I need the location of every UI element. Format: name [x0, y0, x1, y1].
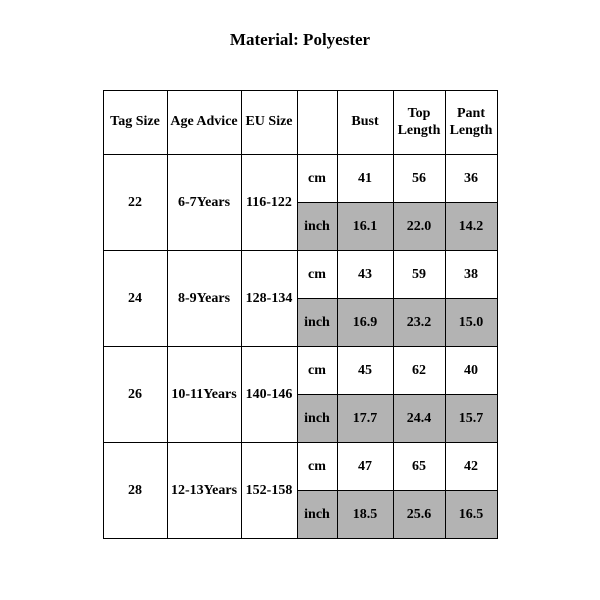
cell-top-length: 25.6	[393, 491, 445, 539]
table-row: 28 12-13Years 152-158 cm 47 65 42	[103, 443, 497, 491]
cell-tag-size: 26	[103, 347, 167, 443]
cell-bust: 17.7	[337, 395, 393, 443]
cell-unit-inch: inch	[297, 491, 337, 539]
cell-tag-size: 22	[103, 155, 167, 251]
col-top-length: TopLength	[393, 91, 445, 155]
cell-pant-length: 40	[445, 347, 497, 395]
cell-bust: 45	[337, 347, 393, 395]
cell-top-length: 23.2	[393, 299, 445, 347]
cell-unit-cm: cm	[297, 443, 337, 491]
col-bust: Bust	[337, 91, 393, 155]
cell-eu-size: 116-122	[241, 155, 297, 251]
cell-age-advice: 10-11Years	[167, 347, 241, 443]
cell-pant-length: 38	[445, 251, 497, 299]
cell-top-length: 24.4	[393, 395, 445, 443]
col-pant-length: PantLength	[445, 91, 497, 155]
cell-unit-cm: cm	[297, 251, 337, 299]
table-row: 22 6-7Years 116-122 cm 41 56 36	[103, 155, 497, 203]
col-unit	[297, 91, 337, 155]
cell-age-advice: 12-13Years	[167, 443, 241, 539]
page: Material: Polyester Tag Size Age Advice …	[0, 0, 600, 600]
page-title: Material: Polyester	[0, 30, 600, 50]
cell-unit-inch: inch	[297, 203, 337, 251]
cell-top-length: 65	[393, 443, 445, 491]
cell-pant-length: 36	[445, 155, 497, 203]
cell-unit-cm: cm	[297, 155, 337, 203]
cell-unit-cm: cm	[297, 347, 337, 395]
size-table: Tag Size Age Advice EU Size Bust TopLeng…	[103, 90, 498, 539]
cell-age-advice: 8-9Years	[167, 251, 241, 347]
cell-pant-length: 15.7	[445, 395, 497, 443]
cell-bust: 16.9	[337, 299, 393, 347]
cell-top-length: 22.0	[393, 203, 445, 251]
cell-pant-length: 42	[445, 443, 497, 491]
cell-pant-length: 15.0	[445, 299, 497, 347]
table-header-row: Tag Size Age Advice EU Size Bust TopLeng…	[103, 91, 497, 155]
cell-unit-inch: inch	[297, 395, 337, 443]
table-row: 26 10-11Years 140-146 cm 45 62 40	[103, 347, 497, 395]
cell-bust: 16.1	[337, 203, 393, 251]
table-row: 24 8-9Years 128-134 cm 43 59 38	[103, 251, 497, 299]
cell-bust: 43	[337, 251, 393, 299]
cell-pant-length: 16.5	[445, 491, 497, 539]
col-age-advice: Age Advice	[167, 91, 241, 155]
cell-eu-size: 152-158	[241, 443, 297, 539]
cell-age-advice: 6-7Years	[167, 155, 241, 251]
cell-bust: 41	[337, 155, 393, 203]
cell-top-length: 59	[393, 251, 445, 299]
cell-top-length: 56	[393, 155, 445, 203]
cell-unit-inch: inch	[297, 299, 337, 347]
cell-pant-length: 14.2	[445, 203, 497, 251]
cell-tag-size: 24	[103, 251, 167, 347]
cell-top-length: 62	[393, 347, 445, 395]
cell-tag-size: 28	[103, 443, 167, 539]
cell-eu-size: 140-146	[241, 347, 297, 443]
cell-eu-size: 128-134	[241, 251, 297, 347]
col-eu-size: EU Size	[241, 91, 297, 155]
cell-bust: 47	[337, 443, 393, 491]
cell-bust: 18.5	[337, 491, 393, 539]
col-tag-size: Tag Size	[103, 91, 167, 155]
